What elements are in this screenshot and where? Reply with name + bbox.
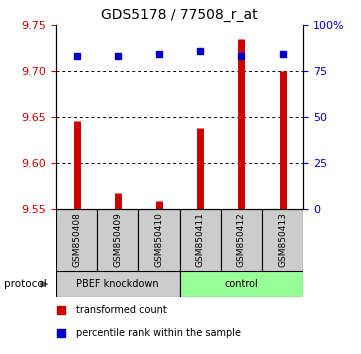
Bar [221, 209, 262, 271]
Text: GSM850410: GSM850410 [155, 212, 164, 267]
Bar [180, 271, 303, 297]
Bar [56, 271, 180, 297]
Text: control: control [225, 279, 258, 289]
Text: protocol: protocol [4, 279, 46, 289]
Text: GSM850409: GSM850409 [113, 212, 122, 267]
Text: GSM850411: GSM850411 [196, 212, 205, 267]
Bar [180, 209, 221, 271]
Title: GDS5178 / 77508_r_at: GDS5178 / 77508_r_at [101, 8, 258, 22]
Bar [138, 209, 180, 271]
Text: GSM850408: GSM850408 [72, 212, 81, 267]
Bar [97, 209, 138, 271]
Text: GSM850413: GSM850413 [278, 212, 287, 267]
Text: transformed count: transformed count [76, 305, 166, 315]
Bar [56, 209, 97, 271]
Text: percentile rank within the sample: percentile rank within the sample [76, 328, 241, 338]
Text: PBEF knockdown: PBEF knockdown [77, 279, 159, 289]
Text: GSM850412: GSM850412 [237, 212, 246, 267]
Bar [262, 209, 303, 271]
